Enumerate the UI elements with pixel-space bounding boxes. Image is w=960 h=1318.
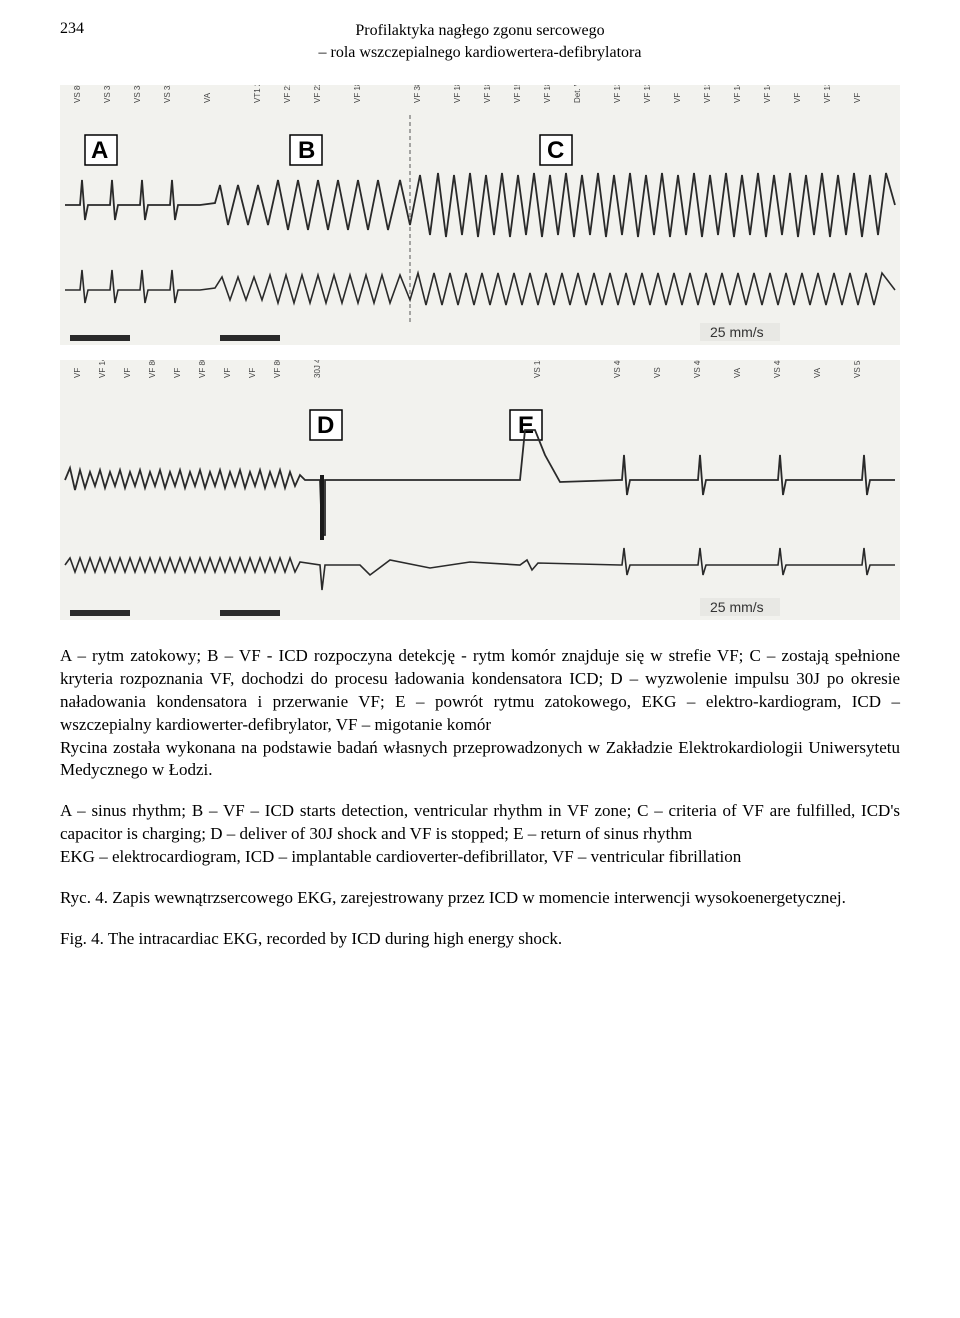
page-number: 234 [60, 20, 84, 38]
speed-label-1: 25 mm/s [710, 324, 764, 340]
ekg-panel-bottom: VF VF 140 VF VF 86 VF VF 86 VF VF VF 86 … [60, 360, 900, 620]
svg-text:VF: VF [223, 367, 232, 377]
svg-text:VS 461: VS 461 [693, 360, 702, 378]
caption-en-legend: A – sinus rhythm; B – VF – ICD starts de… [60, 800, 900, 846]
svg-text:VS 539: VS 539 [853, 360, 862, 378]
caption-pl-source: Rycina została wykonana na podstawie bad… [60, 737, 900, 783]
speed-label-2: 25 mm/s [710, 599, 764, 615]
ekg-strip-abc: VS 867 VS 352 VS 383 VS 320 VA VT1 297 V… [60, 85, 900, 345]
svg-text:VF 156: VF 156 [513, 85, 522, 103]
svg-text:VF 148: VF 148 [733, 85, 742, 103]
svg-text:VS 383: VS 383 [133, 85, 142, 103]
svg-text:VS 484: VS 484 [773, 360, 782, 378]
svg-text:D: D [317, 412, 334, 439]
svg-text:VF 133: VF 133 [703, 85, 712, 103]
svg-text:VF 133: VF 133 [823, 85, 832, 103]
header-title: Profilaktyka nagłego zgonu sercowego – r… [60, 20, 900, 65]
svg-text:VF 187: VF 187 [543, 85, 552, 103]
svg-text:VF 86: VF 86 [148, 360, 157, 378]
svg-text:C: C [547, 137, 564, 164]
caption-ryc: Ryc. 4. Zapis wewnątrzsercowego EKG, zar… [60, 887, 900, 910]
svg-text:VF 133: VF 133 [643, 85, 652, 103]
svg-text:VF: VF [73, 367, 82, 377]
page-header: 234 Profilaktyka nagłego zgonu sercowego… [60, 20, 900, 65]
svg-text:VF 140: VF 140 [98, 360, 107, 378]
ekg-panel-top: VS 867 VS 352 VS 383 VS 320 VA VT1 297 V… [60, 85, 900, 345]
svg-text:VF 141: VF 141 [763, 85, 772, 103]
panel-label-A: A [85, 135, 117, 165]
svg-text:30J 45Ohm: 30J 45Ohm [313, 360, 322, 378]
svg-text:VF 226: VF 226 [313, 85, 322, 103]
caption-en-abbr: EKG – elektrocardiogram, ICD – implantab… [60, 846, 900, 869]
svg-text:VF 383: VF 383 [413, 85, 422, 103]
svg-text:VA: VA [203, 92, 212, 103]
panel-label-C: C [540, 135, 572, 165]
header-line-1: Profilaktyka nagłego zgonu sercowego [355, 22, 604, 39]
svg-text:VF: VF [248, 367, 257, 377]
svg-text:A: A [91, 137, 108, 164]
svg-text:VS: VS [653, 367, 662, 378]
svg-text:VF 188: VF 188 [483, 85, 492, 103]
svg-text:VF: VF [123, 367, 132, 377]
svg-text:VF 86: VF 86 [273, 360, 282, 378]
svg-text:VF 133: VF 133 [613, 85, 622, 103]
svg-text:VF: VF [173, 367, 182, 377]
svg-text:VS 867: VS 867 [73, 85, 82, 103]
svg-text:VF: VF [853, 92, 862, 102]
svg-text:B: B [298, 137, 315, 164]
svg-text:E: E [518, 412, 534, 439]
ekg-strip-de: VF VF 140 VF VF 86 VF VF 86 VF VF VF 86 … [60, 360, 900, 620]
svg-text:VT1 297: VT1 297 [253, 85, 262, 103]
svg-text:VF 187: VF 187 [453, 85, 462, 103]
svg-text:VS 461: VS 461 [613, 360, 622, 378]
shock-marker [320, 475, 324, 540]
panel-label-B: B [290, 135, 322, 165]
panel-label-D: D [310, 410, 342, 440]
svg-text:VS 1398: VS 1398 [533, 360, 542, 378]
svg-text:VF: VF [793, 92, 802, 102]
svg-text:VF 219: VF 219 [283, 85, 292, 103]
svg-text:VF 86: VF 86 [198, 360, 207, 378]
header-line-2: – rola wszczepialnego kardiowertera-defi… [319, 44, 642, 61]
svg-text:VF: VF [673, 92, 682, 102]
svg-text:VA: VA [733, 367, 742, 378]
caption-block: A – rytm zatokowy; B – VF - ICD rozpoczy… [60, 645, 900, 951]
svg-text:VS 320: VS 320 [163, 85, 172, 103]
svg-text:VF 180: VF 180 [353, 85, 362, 103]
svg-text:VA: VA [813, 367, 822, 378]
caption-fig: Fig. 4. The intracardiac EKG, recorded b… [60, 928, 900, 951]
svg-text:VS 352: VS 352 [103, 85, 112, 103]
caption-pl-legend: A – rytm zatokowy; B – VF - ICD rozpoczy… [60, 645, 900, 737]
svg-text:Det. VF: Det. VF [573, 85, 582, 103]
